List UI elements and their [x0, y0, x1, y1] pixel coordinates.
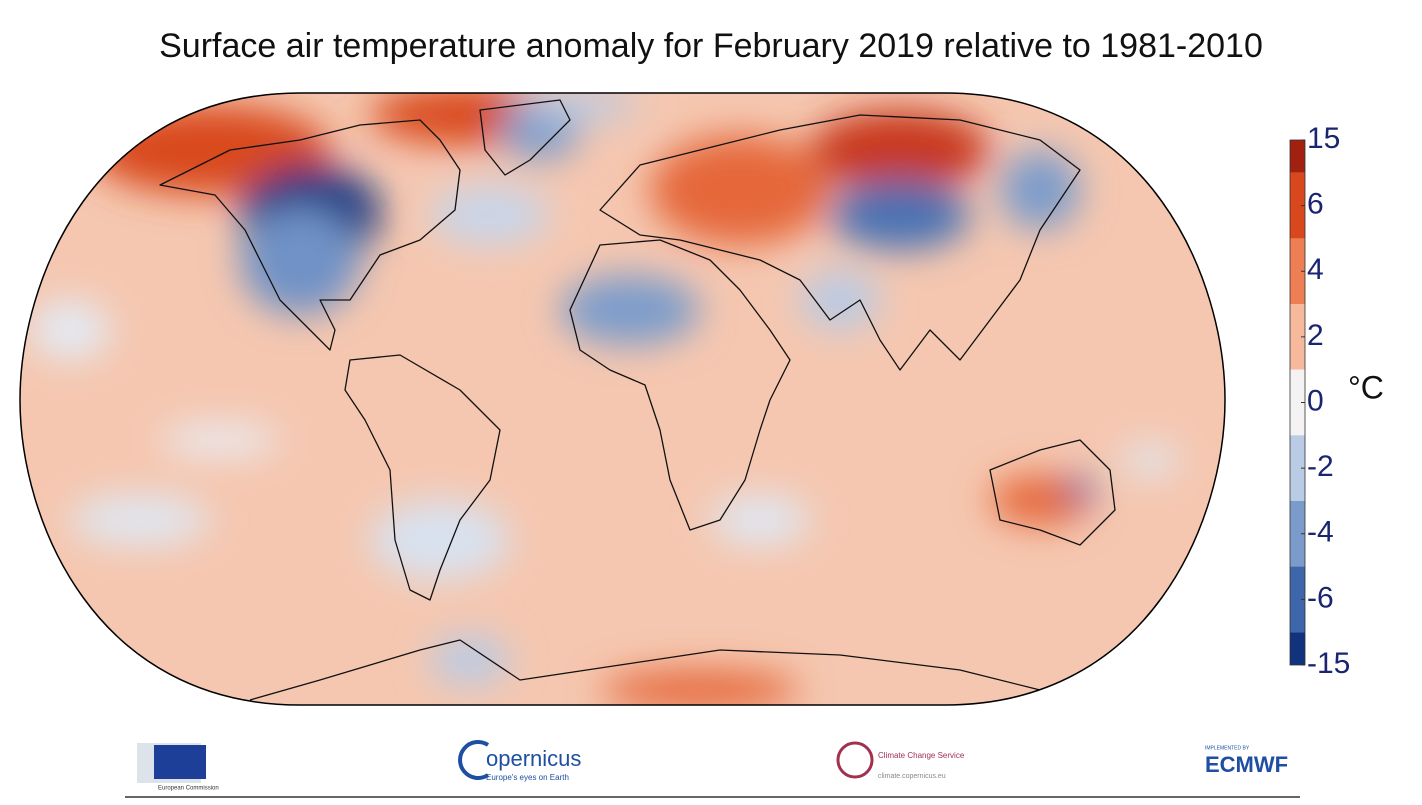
colorbar-tick-label: 2	[1307, 319, 1324, 352]
colorbar-tick-label: -6	[1307, 581, 1334, 614]
colorbar-tick-label: 6	[1307, 188, 1324, 221]
map	[20, 93, 1225, 705]
c3s-label: Climate Change Service	[878, 751, 965, 760]
colorbar-tick-label: 4	[1307, 253, 1324, 286]
copernicus-tagline: Europe's eyes on Earth	[486, 773, 569, 782]
colorbar-segment	[1290, 632, 1305, 665]
colorbar-segment	[1290, 238, 1305, 305]
colorbar-segment	[1290, 140, 1305, 173]
colorbar-tick-label: -15	[1307, 647, 1350, 680]
c3s-logo	[836, 741, 874, 779]
colorbar-segment	[1290, 566, 1305, 633]
title: Surface air temperature anomaly for Febr…	[159, 27, 1263, 65]
colorbar-tick-label: -4	[1307, 516, 1334, 549]
colorbar-tick-label: 15	[1307, 122, 1340, 155]
colorbar-tick-label: 0	[1307, 384, 1324, 417]
colorbar-unit: °C	[1348, 369, 1384, 405]
colorbar-segment	[1290, 369, 1305, 436]
colorbar-segment	[1290, 500, 1305, 567]
colorbar-tick-label: -2	[1307, 450, 1334, 483]
colorbar: 15 6 4 2 0 -2 -4 -6 -15	[1289, 122, 1350, 680]
c3s-url: climate.copernicus.eu	[878, 773, 946, 780]
colorbar-segment	[1290, 435, 1305, 501]
colorbar-segment	[1290, 304, 1305, 370]
copernicus-name: opernicus	[486, 746, 581, 771]
colorbar-segment	[1290, 172, 1305, 239]
eu-flag	[154, 745, 206, 779]
ecmwf-name: ECMWF	[1205, 752, 1288, 777]
copernicus-c	[458, 740, 490, 780]
map-frame	[19, 92, 1226, 706]
eu-label: European Commission	[158, 786, 219, 792]
footer: European Commission opernicus Europe's e…	[125, 740, 1300, 798]
ecmwf-pre: IMPLEMENTED BY	[1205, 745, 1250, 751]
